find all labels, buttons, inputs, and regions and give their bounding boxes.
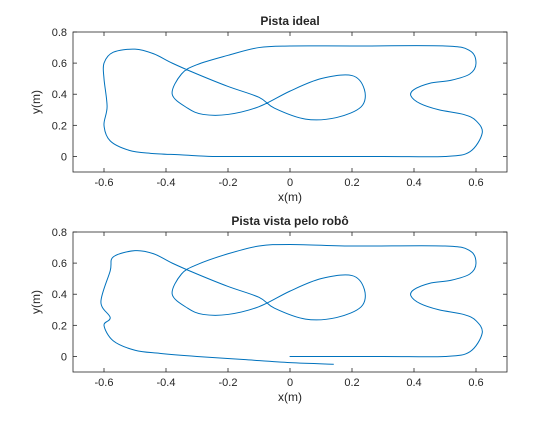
x-tick-label: 0.2 bbox=[344, 177, 359, 189]
x-tick-label: -0.2 bbox=[219, 177, 238, 189]
x-tick-label: 0.6 bbox=[468, 377, 483, 389]
y-tick-label: 0 bbox=[61, 151, 67, 163]
x-tick-label: 0.4 bbox=[406, 177, 421, 189]
y-tick-label: 0.2 bbox=[52, 320, 67, 332]
x-tick-label: 0 bbox=[287, 177, 293, 189]
subplot-1: -0.6 -0.4 -0.2 0 0.2 0.4 0.6 0 0.2 0.4 0.6 0.8 Pista… bbox=[29, 14, 508, 204]
x-tick-label: -0.2 bbox=[219, 377, 238, 389]
x-axis-label: x(m) bbox=[278, 190, 302, 204]
axes-frame bbox=[72, 231, 508, 373]
x-axis-label: x(m) bbox=[278, 390, 302, 404]
y-tick-label: 0.6 bbox=[52, 258, 67, 270]
y-tick-label: 0.4 bbox=[52, 89, 67, 101]
x-tick-label: 0.4 bbox=[406, 377, 421, 389]
x-tick-label: -0.4 bbox=[157, 177, 176, 189]
x-tick-label: 0 bbox=[287, 377, 293, 389]
y-tick-label: 0.2 bbox=[52, 120, 67, 132]
y-tick-label: 0.8 bbox=[52, 227, 67, 239]
x-tick-label: -0.6 bbox=[95, 377, 114, 389]
x-tick-label: -0.4 bbox=[157, 377, 176, 389]
x-tick-label: 0.6 bbox=[468, 177, 483, 189]
axes-frame bbox=[72, 31, 508, 173]
chart-title: Pista vista pelo robô bbox=[231, 214, 348, 228]
subplot-2: -0.6 -0.4 -0.2 0 0.2 0.4 0.6 0 0.2 0.4 0.6 0.8 Pista… bbox=[29, 214, 508, 404]
y-tick-label: 0.8 bbox=[52, 27, 67, 39]
x-tick-label: 0.2 bbox=[344, 377, 359, 389]
chart-title: Pista ideal bbox=[260, 14, 319, 28]
y-tick-label: 0 bbox=[61, 351, 67, 363]
y-axis-label: y(m) bbox=[29, 290, 43, 314]
series-line-1 bbox=[100, 243, 483, 365]
series-line-1 bbox=[102, 45, 483, 158]
y-tick-label: 0.4 bbox=[52, 289, 67, 301]
x-tick-label: -0.6 bbox=[95, 177, 114, 189]
y-tick-label: 0.6 bbox=[52, 58, 67, 70]
y-axis-label: y(m) bbox=[29, 90, 43, 114]
